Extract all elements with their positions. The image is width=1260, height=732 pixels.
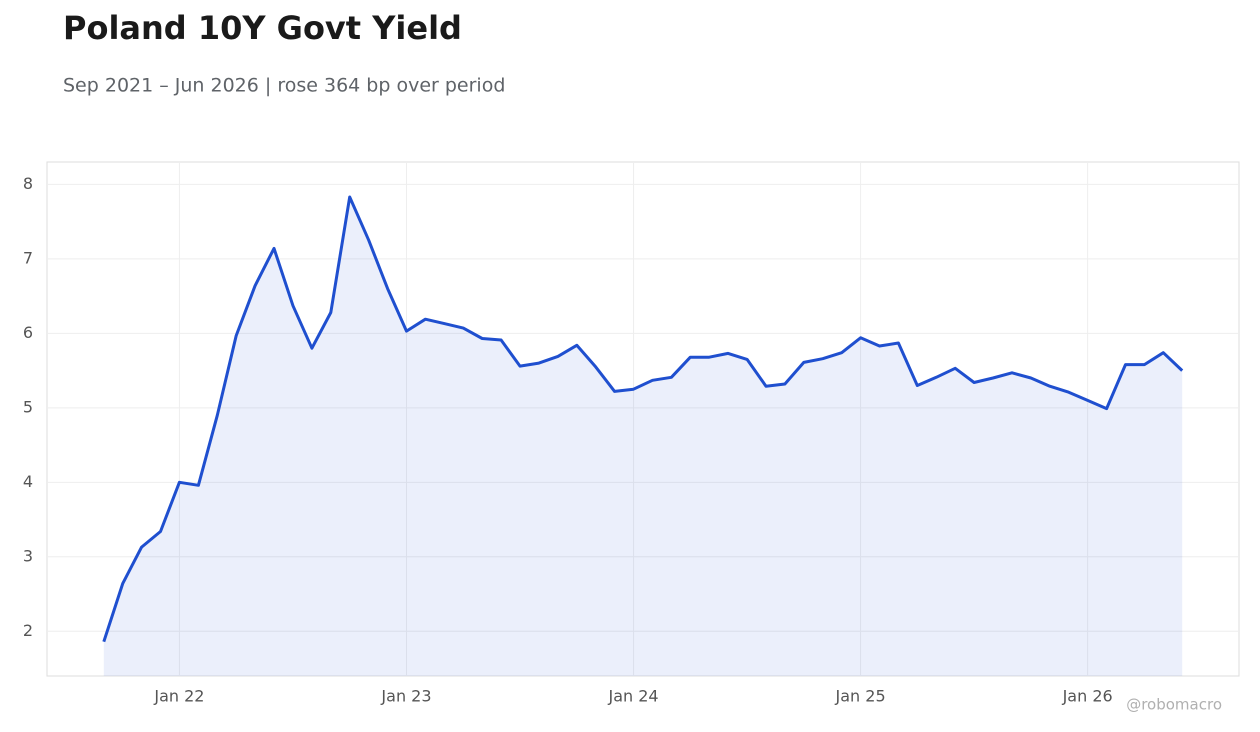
area <box>103 197 1183 676</box>
y-tick-label: 2 <box>23 621 33 640</box>
x-tick-label: Jan 24 <box>607 687 658 706</box>
y-tick-label: 7 <box>23 248 33 267</box>
x-tick-label: Jan 22 <box>153 687 204 706</box>
x-tick-label: Jan 23 <box>380 687 431 706</box>
plot-frame <box>46 161 1240 677</box>
y-tick-label: 8 <box>23 174 33 193</box>
y-tick-label: 3 <box>23 546 33 565</box>
y-tick-label: 4 <box>23 472 33 491</box>
chart-subtitle: Sep 2021 – Jun 2026 | rose 364 bp over p… <box>63 75 505 97</box>
y-tick-label: 6 <box>23 323 33 342</box>
y-tick-label: 5 <box>23 397 33 416</box>
chart-title: Poland 10Y Govt Yield <box>63 9 462 47</box>
watermark: @robomacro <box>1126 696 1222 714</box>
x-tick-label: Jan 25 <box>835 687 886 706</box>
x-tick-label: Jan 26 <box>1062 687 1113 706</box>
line <box>102 195 1184 643</box>
